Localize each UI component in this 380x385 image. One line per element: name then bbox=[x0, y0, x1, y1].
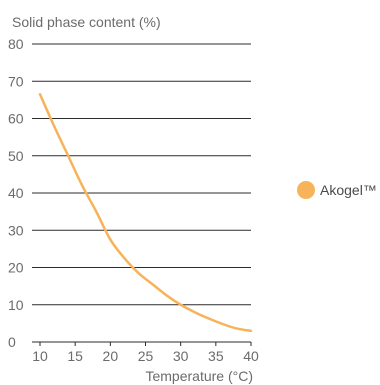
x-tick-label: 35 bbox=[208, 348, 224, 364]
x-axis-ticks: 10 15 20 25 30 35 40 bbox=[32, 342, 259, 364]
x-axis-title: Temperature (°C) bbox=[145, 368, 253, 384]
legend-swatch-akogel bbox=[297, 181, 315, 199]
y-tick-label: 70 bbox=[8, 73, 24, 89]
x-tick-label: 20 bbox=[103, 348, 119, 364]
y-axis-ticks: 0 10 20 30 40 50 60 70 80 bbox=[8, 36, 24, 350]
y-tick-label: 80 bbox=[8, 36, 24, 52]
x-tick-label: 30 bbox=[173, 348, 189, 364]
legend[interactable]: Akogel™ bbox=[297, 181, 377, 199]
y-tick-label: 60 bbox=[8, 111, 24, 127]
legend-label-akogel: Akogel™ bbox=[320, 182, 377, 198]
grid bbox=[32, 43, 251, 343]
x-tick-label: 15 bbox=[67, 348, 83, 364]
series-layer bbox=[38, 93, 253, 333]
x-tick-label: 40 bbox=[243, 348, 259, 364]
y-tick-label: 20 bbox=[8, 260, 24, 276]
y-tick-label: 0 bbox=[8, 334, 16, 350]
y-tick-label: 40 bbox=[8, 185, 24, 201]
y-tick-label: 30 bbox=[8, 222, 24, 238]
x-tick-label: 25 bbox=[138, 348, 154, 364]
y-axis-title: Solid phase content (%) bbox=[12, 14, 161, 30]
y-tick-label: 10 bbox=[8, 297, 24, 313]
series-line-0 bbox=[38, 93, 253, 333]
y-tick-label: 50 bbox=[8, 148, 24, 164]
x-tick-label: 10 bbox=[32, 348, 48, 364]
